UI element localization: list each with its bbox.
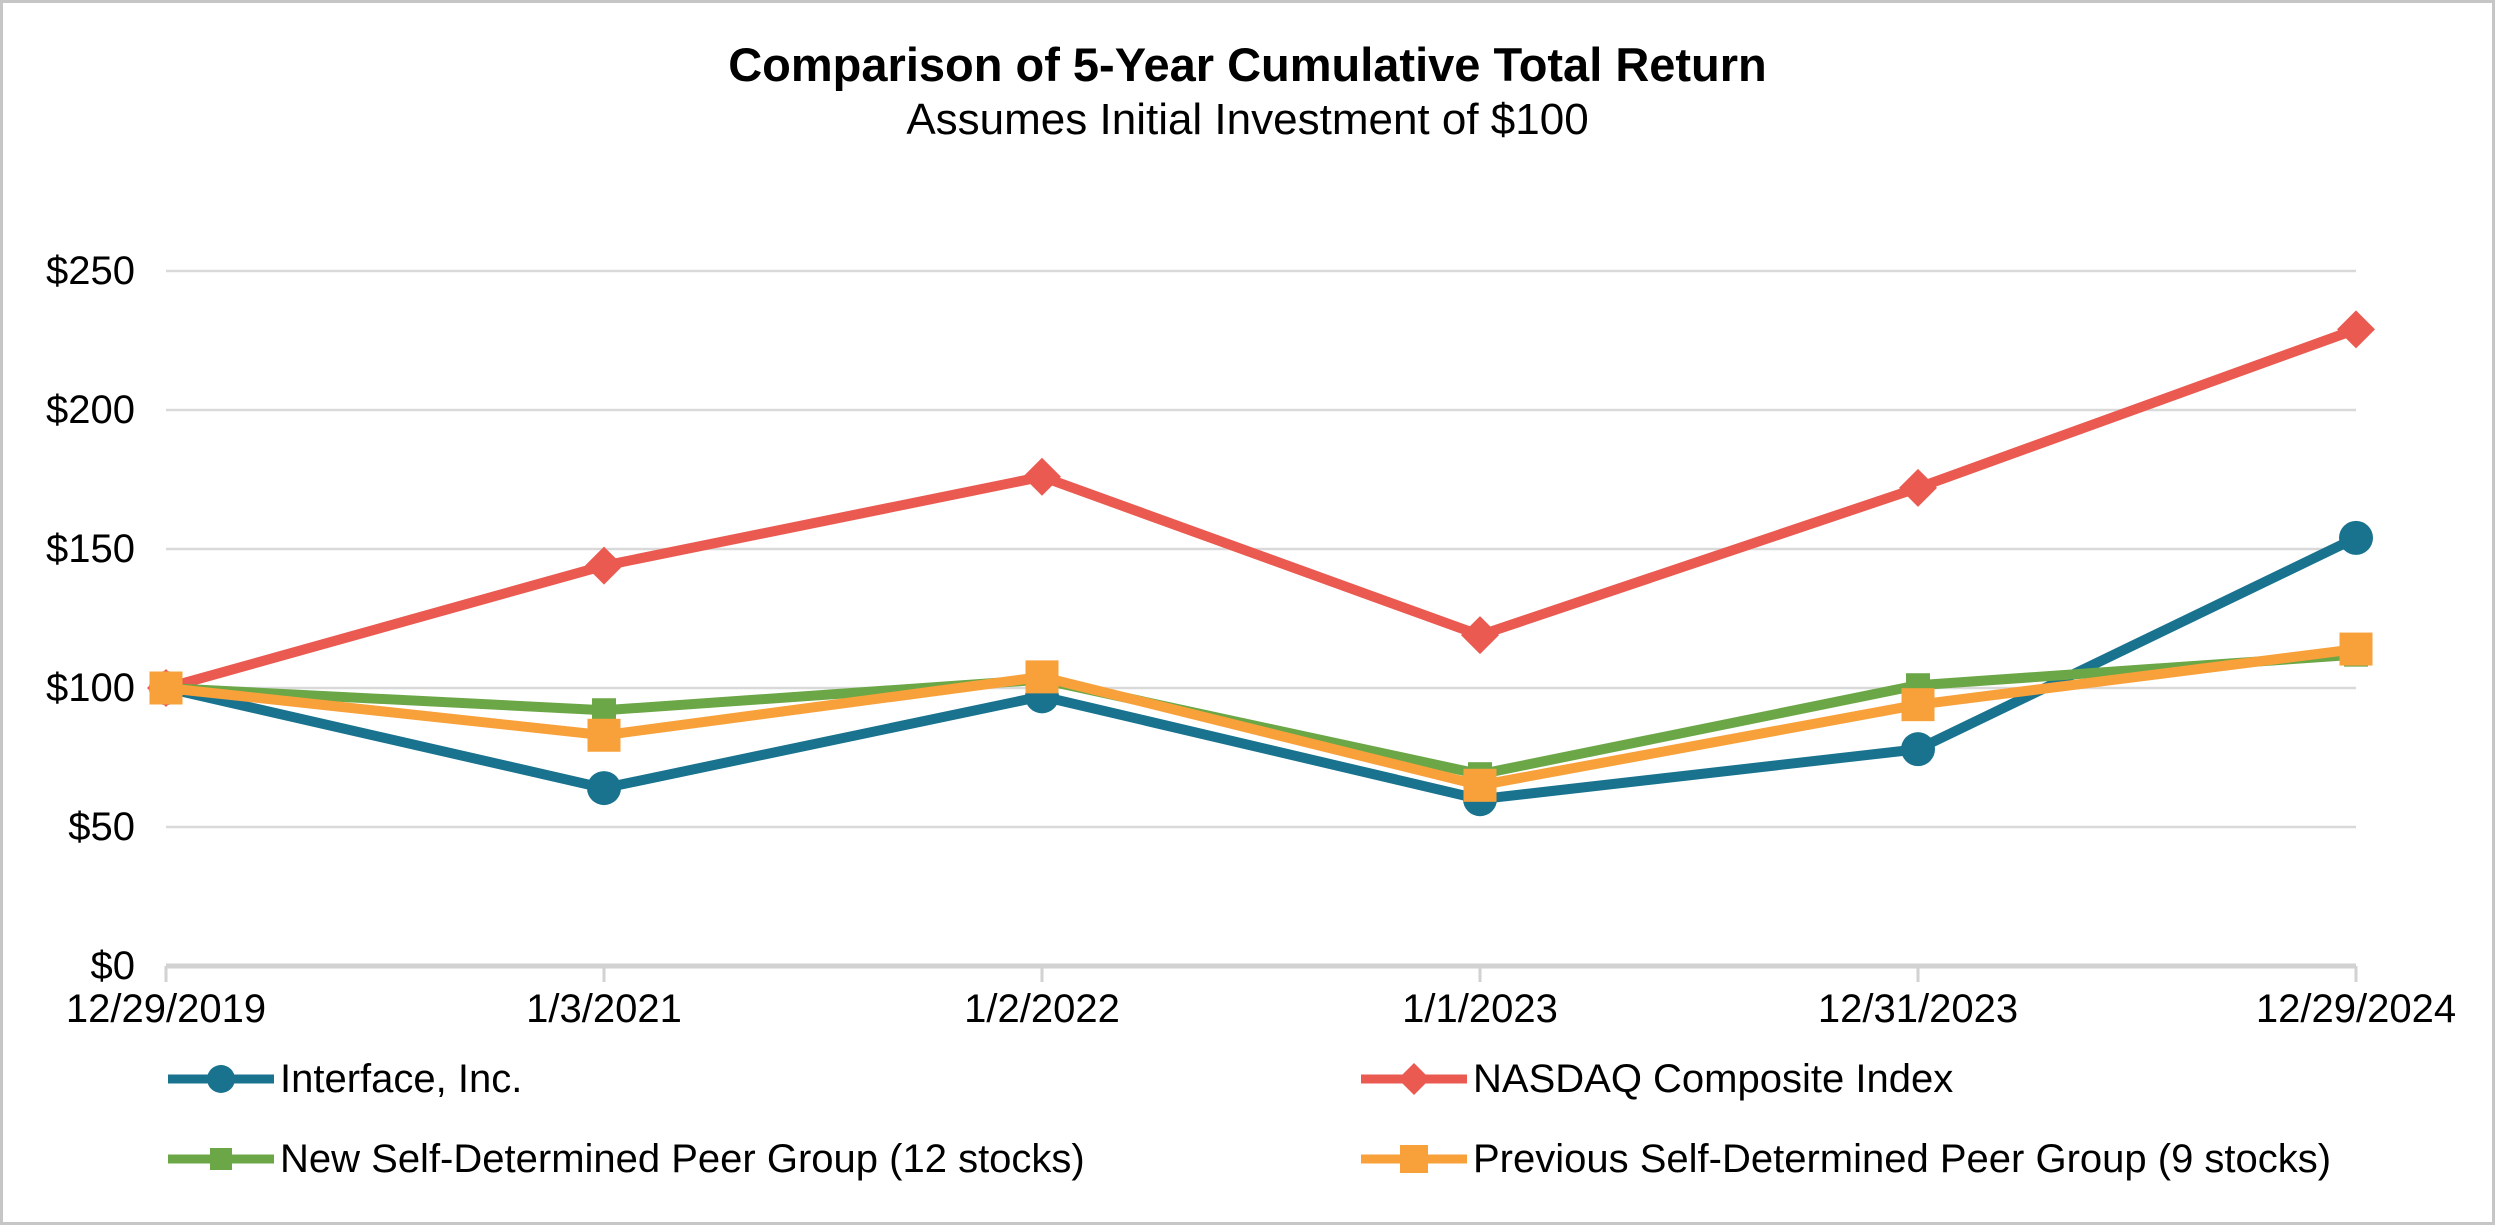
legend-item: NASDAQ Composite Index (1361, 1053, 1953, 1105)
legend-item: Interface, Inc. (168, 1053, 522, 1105)
y-axis-tick-label: $250 (46, 249, 135, 293)
legend-marker-square-icon (1361, 1145, 1467, 1173)
data-point-diamond (1899, 468, 1937, 507)
data-point-diamond (1023, 457, 1061, 496)
legend-marker-circle-icon (168, 1065, 274, 1093)
y-axis-tick-label: $100 (46, 666, 135, 710)
data-point-square (1463, 768, 1497, 802)
data-point-diamond (585, 546, 623, 585)
y-axis-tick-label: $150 (46, 527, 135, 571)
x-axis-tick-label: 12/29/2024 (2255, 987, 2457, 1031)
legend-item: New Self-Determined Peer Group (12 stock… (168, 1133, 1085, 1185)
data-point-square (587, 718, 621, 752)
data-point-square (2339, 632, 2373, 666)
x-axis-tick-label: 12/31/2023 (1817, 987, 2019, 1031)
legend-label: Interface, Inc. (280, 1056, 523, 1101)
data-point-square (149, 671, 183, 705)
data-point-diamond (2337, 310, 2375, 349)
y-axis-tick-label: $0 (90, 944, 136, 988)
series-line (165, 649, 2357, 780)
chart-title: Comparison of 5-Year Cumulative Total Re… (728, 38, 1767, 91)
chart-subtitle: Assumes Initial Investment of $100 (906, 95, 1589, 144)
data-point-diamond (1461, 616, 1499, 655)
legend-label: Previous Self-Determined Peer Group (9 s… (1473, 1136, 2332, 1181)
data-point-square (1025, 660, 1059, 694)
series-line (164, 324, 2358, 693)
series-line (164, 533, 2359, 805)
data-point-square (1901, 688, 1935, 722)
legend-marker-square-small-icon (168, 1148, 274, 1170)
x-axis-tick-label: 12/29/2019 (65, 987, 267, 1031)
legend-label: NASDAQ Composite Index (1473, 1056, 1954, 1101)
data-point-circle (587, 771, 621, 806)
y-axis-tick-label: $200 (46, 388, 135, 432)
data-point-circle (2339, 520, 2373, 555)
x-axis-tick-label: 1/2/2022 (964, 987, 1120, 1031)
series-line (165, 644, 2357, 791)
legend-label: New Self-Determined Peer Group (12 stock… (280, 1136, 1085, 1181)
data-point-circle (1901, 732, 1935, 767)
x-axis-tick-label: 1/1/2023 (1402, 987, 1558, 1031)
x-axis-tick-label: 1/3/2021 (526, 987, 682, 1031)
legend-marker-diamond-icon (1361, 1063, 1467, 1095)
data-point-square (592, 698, 616, 723)
y-axis-tick-label: $50 (68, 805, 135, 849)
legend-item: Previous Self-Determined Peer Group (9 s… (1361, 1133, 2331, 1185)
chart-plot-area (147, 269, 2375, 982)
